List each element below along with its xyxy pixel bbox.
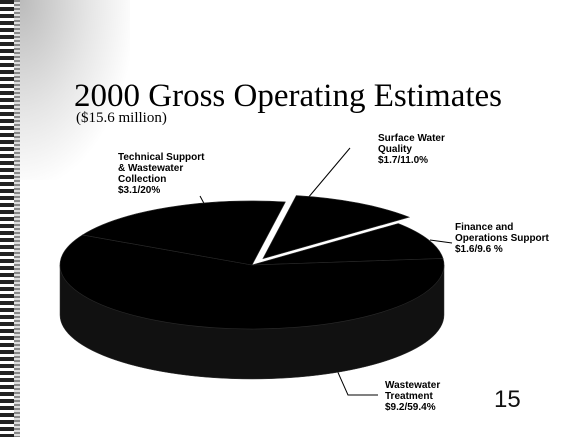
value-label: $9.2/59.4% xyxy=(385,402,436,413)
leader-line xyxy=(429,239,453,244)
category-label: Wastewater Treatment xyxy=(385,380,441,402)
slide-title: 2000 Gross Operating Estimates xyxy=(74,78,503,114)
leader-line xyxy=(335,367,378,396)
slide-subtitle: ($15.6 million) xyxy=(76,110,167,126)
border-stripe xyxy=(0,0,14,437)
leader-line xyxy=(301,147,351,206)
value-label: $1.7/11.0% xyxy=(378,155,429,166)
corner-shade xyxy=(20,0,130,180)
slice-label: Surface Water Quality $1.7/11.0% xyxy=(378,133,445,166)
pie-slice xyxy=(262,195,411,260)
pie-slice xyxy=(251,223,444,266)
pie-slice xyxy=(81,200,286,266)
slice-label: Finance and Operations Support $1.6/9.6 % xyxy=(455,222,549,255)
border-stripe xyxy=(14,0,20,437)
slice-label: Technical Support & Wastewater Collectio… xyxy=(118,152,205,196)
slice-label: Wastewater Treatment $9.2/59.4% xyxy=(385,380,440,413)
pie-slice xyxy=(59,234,445,330)
category-label: Finance and Operations Support xyxy=(455,222,549,244)
category-label: Technical Support & Wastewater Collectio… xyxy=(118,152,205,185)
value-label: $1.6/9.6 % xyxy=(455,244,503,255)
value-label: $3.1/20% xyxy=(118,185,161,196)
category-label: Surface Water Quality xyxy=(378,133,445,155)
page-number: 15 xyxy=(494,386,521,413)
